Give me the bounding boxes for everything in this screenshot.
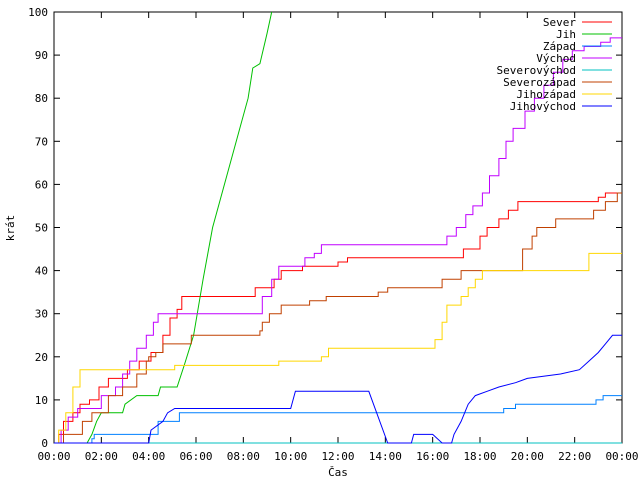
x-tick-label: 08:00: [227, 450, 260, 463]
series-line-sever: [54, 192, 622, 444]
series-group: [54, 11, 622, 444]
y-tick-label: 0: [41, 437, 48, 450]
legend-label-jihozapad: Jihozápad: [516, 88, 576, 101]
x-tick-label: 04:00: [132, 450, 165, 463]
x-axis-label: Čas: [328, 466, 348, 479]
legend-label-severovychod: Severovýchod: [497, 64, 576, 77]
x-tick-label: 20:00: [511, 450, 544, 463]
x-tick-label: 02:00: [85, 450, 118, 463]
x-tick-label: 22:00: [558, 450, 591, 463]
y-tick-label: 40: [35, 265, 48, 278]
y-tick-label: 100: [28, 6, 48, 19]
x-tick-label: 16:00: [416, 450, 449, 463]
series-line-jihozapad: [54, 252, 622, 444]
x-tick-label: 12:00: [321, 450, 354, 463]
series-line-jihovychod: [54, 334, 622, 444]
series-line-zapad: [54, 395, 622, 444]
legend-label-vychod: Východ: [536, 52, 576, 65]
x-tick-label: 18:00: [463, 450, 496, 463]
legend: SeverJihZápadVýchodSeverovýchodSeverozáp…: [497, 16, 612, 113]
y-tick-label: 70: [35, 135, 48, 148]
x-tick-label: 14:00: [369, 450, 402, 463]
legend-label-jihovychod: Jihovýchod: [510, 100, 576, 113]
legend-label-jih: Jih: [556, 28, 576, 41]
y-tick-label: 90: [35, 49, 48, 62]
y-tick-label: 10: [35, 394, 48, 407]
y-tick-label: 60: [35, 178, 48, 191]
series-line-jih: [54, 11, 273, 444]
y-tick-label: 20: [35, 351, 48, 364]
legend-label-zapad: Západ: [543, 40, 576, 53]
x-tick-label: 10:00: [274, 450, 307, 463]
x-axis-ticks: 00:00 02:00 04:00 06:00 08:00 10:00 12:00 14:00…: [37, 12, 639, 463]
y-tick-label: 80: [35, 92, 48, 105]
y-tick-label: 30: [35, 308, 48, 321]
x-tick-label: 00:00: [605, 450, 638, 463]
y-axis-label: krát: [4, 215, 17, 242]
series-line-vychod: [54, 37, 622, 444]
legend-label-severozapad: Severozápad: [503, 76, 576, 89]
y-axis-ticks: 0 10 20 30 40 50 60 70 80 90 100: [28, 6, 622, 450]
legend-label-sever: Sever: [543, 16, 576, 29]
series-line-severozapad: [54, 192, 622, 444]
x-tick-label: 00:00: [37, 450, 70, 463]
x-tick-label: 06:00: [179, 450, 212, 463]
y-tick-label: 50: [35, 222, 48, 235]
